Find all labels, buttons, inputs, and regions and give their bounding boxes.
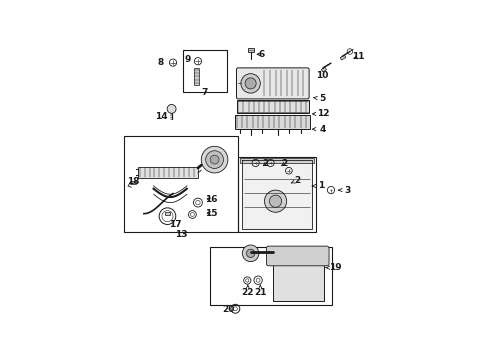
Bar: [183, 50, 226, 92]
Circle shape: [242, 245, 259, 262]
Polygon shape: [242, 159, 311, 229]
Text: 16: 16: [204, 195, 217, 204]
Text: 8: 8: [157, 58, 163, 67]
Bar: [238, 157, 315, 232]
Text: 17: 17: [168, 220, 181, 229]
Text: 15: 15: [204, 209, 217, 218]
Text: 10: 10: [316, 71, 328, 80]
Text: 12: 12: [312, 109, 329, 118]
Bar: [210, 247, 332, 305]
Bar: [321, 67, 326, 72]
Text: 7: 7: [201, 88, 207, 97]
Text: 14: 14: [155, 112, 167, 121]
Bar: [271, 247, 325, 254]
Circle shape: [244, 78, 256, 89]
Text: 22: 22: [241, 285, 254, 297]
Text: 20: 20: [222, 305, 234, 314]
Circle shape: [246, 249, 254, 257]
Text: 9: 9: [184, 55, 191, 64]
Bar: [124, 136, 238, 232]
Bar: [240, 158, 313, 163]
Text: 2: 2: [262, 159, 268, 168]
Circle shape: [264, 190, 286, 212]
Text: 1: 1: [312, 181, 324, 190]
Text: 3: 3: [338, 186, 350, 195]
Bar: [247, 48, 253, 52]
Bar: [138, 167, 198, 177]
Text: 18: 18: [126, 177, 139, 186]
Bar: [235, 115, 309, 129]
FancyBboxPatch shape: [236, 68, 308, 99]
Bar: [165, 212, 169, 215]
Text: 5: 5: [313, 94, 325, 103]
Text: 4: 4: [312, 125, 325, 134]
Bar: [272, 250, 324, 301]
Bar: [236, 100, 308, 113]
Text: 2: 2: [291, 176, 300, 185]
Bar: [194, 68, 199, 85]
Bar: [340, 55, 345, 60]
FancyBboxPatch shape: [266, 246, 328, 266]
Circle shape: [210, 155, 219, 164]
Circle shape: [205, 151, 223, 168]
Text: 6: 6: [257, 50, 264, 59]
Text: 19: 19: [325, 263, 341, 272]
Circle shape: [201, 146, 227, 173]
Text: 21: 21: [254, 285, 266, 297]
Circle shape: [167, 104, 176, 113]
Circle shape: [269, 195, 281, 207]
Text: 2: 2: [281, 159, 287, 168]
Bar: [130, 181, 136, 184]
Text: 13: 13: [175, 230, 187, 239]
Text: 11: 11: [352, 52, 364, 61]
Circle shape: [241, 74, 260, 93]
